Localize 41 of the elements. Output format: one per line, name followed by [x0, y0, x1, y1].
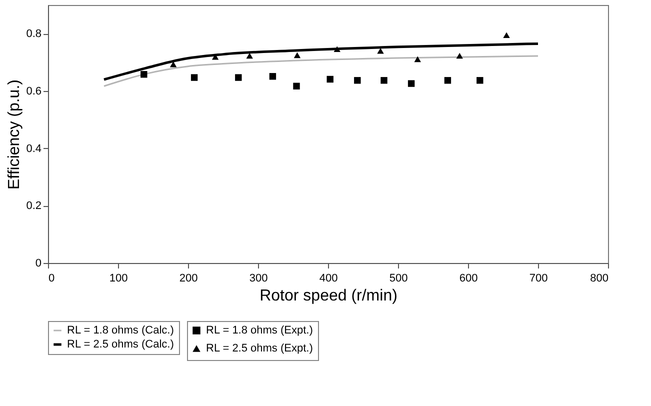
x-tick-label: 700	[529, 272, 548, 284]
point	[170, 61, 177, 68]
point	[380, 77, 388, 84]
legend-label: RL = 1.8 ohms (Expt.)	[206, 324, 313, 336]
point	[334, 46, 340, 52]
line-series	[103, 55, 539, 87]
x-tick-label: 200	[179, 272, 198, 284]
point	[408, 80, 415, 87]
legend-label: RL = 2.5 ohms (Expt.)	[206, 342, 313, 354]
x-tick-label: 100	[109, 272, 128, 284]
point	[456, 52, 463, 59]
x-tick-label: 400	[319, 272, 338, 284]
y-tick-label: 0	[35, 258, 42, 270]
point	[235, 74, 242, 81]
legend-label: RL = 1.8 ohms (Calc.)	[67, 324, 174, 336]
point	[140, 71, 148, 78]
point	[476, 77, 484, 84]
point	[444, 77, 452, 84]
point	[293, 82, 300, 90]
x-tick-label: 300	[249, 272, 268, 284]
x-tick-label: 0	[48, 272, 55, 284]
y-tick-label: 0.8	[26, 28, 42, 40]
x-axis-title: Rotor speed (r/min)	[260, 288, 398, 304]
y-tick-label: 0.2	[26, 200, 42, 212]
y-tick-label: 0.6	[26, 86, 42, 98]
legend-label: RL = 2.5 ohms (Calc.)	[67, 338, 174, 350]
point	[294, 52, 301, 58]
y-axis-title: Efficiency (p.u.)	[6, 80, 24, 190]
x-tick-label: 600	[459, 272, 478, 284]
x-tick-label: 500	[389, 272, 408, 284]
point	[354, 77, 361, 84]
point	[269, 73, 276, 80]
line-series	[102, 42, 540, 81]
x-tick-label: 800	[590, 272, 608, 284]
point	[377, 48, 384, 54]
point	[414, 56, 421, 62]
point	[326, 76, 334, 83]
point	[190, 74, 198, 81]
y-tick-label: 0.4	[26, 142, 42, 155]
point	[246, 52, 253, 59]
point	[503, 32, 510, 38]
